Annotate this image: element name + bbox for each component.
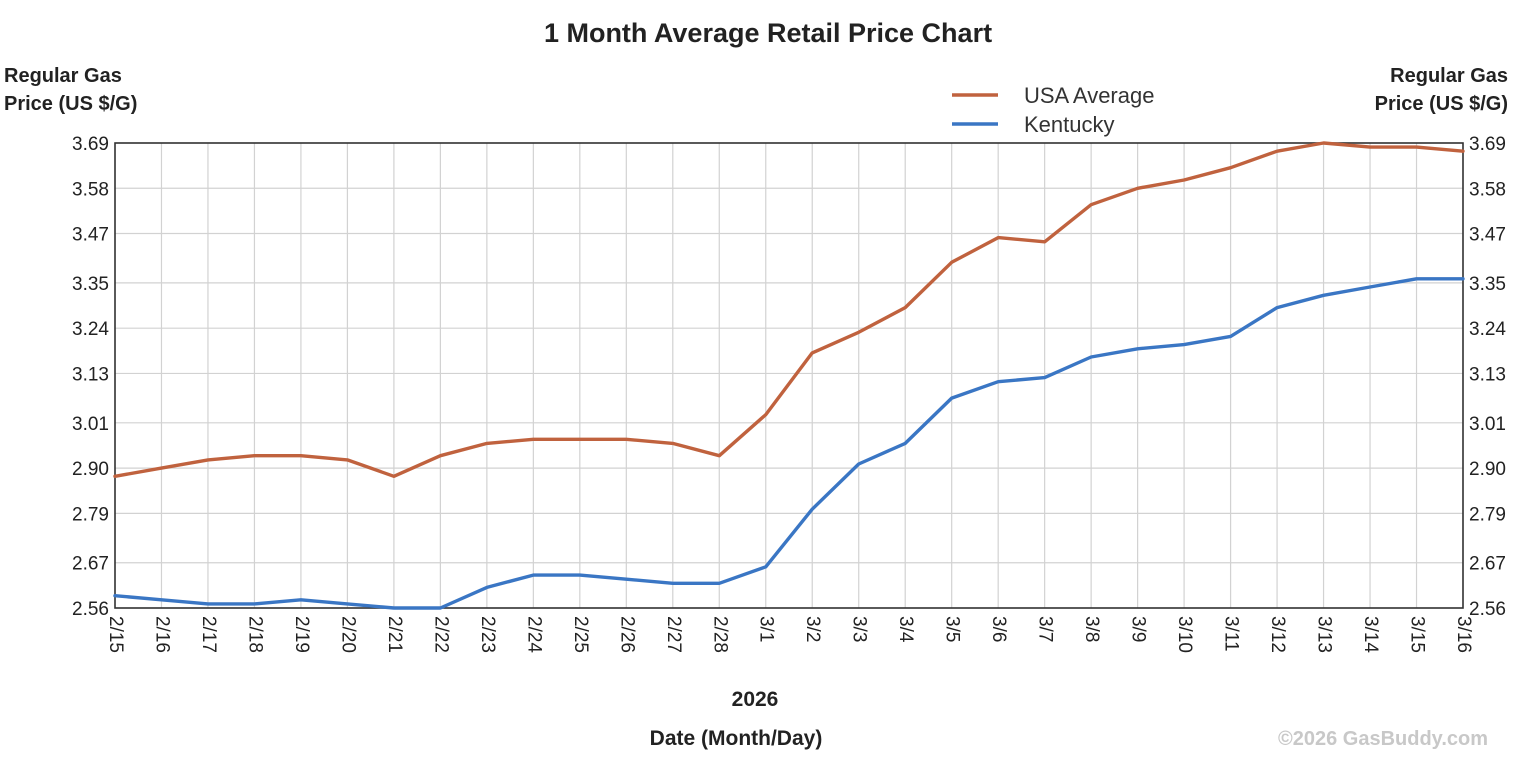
y-tick-label-right: 3.13	[1469, 364, 1506, 385]
y-tick-label-left: 3.69	[72, 134, 109, 155]
x-tick-label: 2/22	[430, 616, 451, 653]
legend-label: Kentucky	[1024, 112, 1115, 137]
x-tick-label: 2/16	[151, 616, 172, 653]
x-tick-label: 2/19	[291, 616, 312, 653]
y-tick-label-right: 3.01	[1469, 414, 1506, 435]
x-tick-label: 2/27	[663, 616, 684, 653]
y-tick-label-left: 2.56	[72, 599, 109, 620]
x-axis-title: Date (Month/Day)	[0, 727, 1472, 751]
y-tick-label-right: 2.90	[1469, 459, 1506, 480]
x-tick-label: 2/17	[198, 616, 219, 653]
x-tick-label: 3/4	[895, 616, 916, 643]
x-tick-label: 2/21	[384, 616, 405, 653]
x-tick-label: 3/2	[802, 616, 823, 642]
x-axis-year: 2026	[0, 688, 1510, 712]
x-tick-label: 2/25	[570, 616, 591, 653]
x-tick-label: 2/28	[709, 616, 730, 653]
y-tick-label-right: 3.24	[1469, 319, 1506, 340]
y-tick-label-left: 3.35	[72, 274, 109, 295]
y-tick-label-left: 3.58	[72, 179, 109, 200]
x-tick-label: 2/15	[105, 616, 126, 653]
legend-label: USA Average	[1024, 83, 1154, 108]
x-tick-label: 2/24	[523, 616, 544, 653]
y-tick-label-left: 3.24	[72, 319, 109, 340]
y-tick-label-right: 3.35	[1469, 274, 1506, 295]
x-tick-label: 2/20	[337, 616, 358, 653]
y-tick-label-right: 2.79	[1469, 504, 1506, 525]
x-tick-label: 3/7	[1035, 616, 1056, 642]
x-tick-label: 3/1	[756, 616, 777, 642]
x-tick-label: 3/14	[1360, 616, 1381, 653]
x-tick-label: 3/6	[988, 616, 1009, 642]
y-tick-label-left: 2.90	[72, 459, 109, 480]
x-tick-label: 3/15	[1407, 616, 1428, 653]
x-tick-label: 3/11	[1221, 616, 1242, 652]
x-tick-label: 3/5	[942, 616, 963, 642]
x-tick-label: 3/13	[1314, 616, 1335, 653]
x-tick-label: 3/10	[1174, 616, 1195, 653]
y-tick-label-left: 3.47	[72, 225, 109, 246]
x-tick-label: 2/18	[244, 616, 265, 653]
y-tick-label-right: 3.58	[1469, 179, 1506, 200]
y-tick-label-left: 2.79	[72, 504, 109, 525]
y-tick-label-left: 2.67	[72, 554, 109, 575]
y-tick-label-left: 3.01	[72, 414, 109, 435]
x-tick-label: 3/16	[1453, 616, 1474, 653]
x-tick-label: 3/9	[1128, 616, 1149, 642]
x-tick-label: 3/8	[1081, 616, 1102, 642]
x-tick-label: 2/26	[616, 616, 637, 653]
y-tick-label-right: 3.47	[1469, 225, 1506, 246]
copyright-credit: ©2026 GasBuddy.com	[1278, 728, 1488, 751]
x-tick-label: 2/23	[477, 616, 498, 653]
y-tick-label-right: 2.67	[1469, 554, 1506, 575]
y-tick-label-right: 3.69	[1469, 134, 1506, 155]
y-tick-label-left: 3.13	[72, 364, 109, 385]
x-tick-label: 3/12	[1267, 616, 1288, 653]
x-tick-label: 3/3	[849, 616, 870, 642]
